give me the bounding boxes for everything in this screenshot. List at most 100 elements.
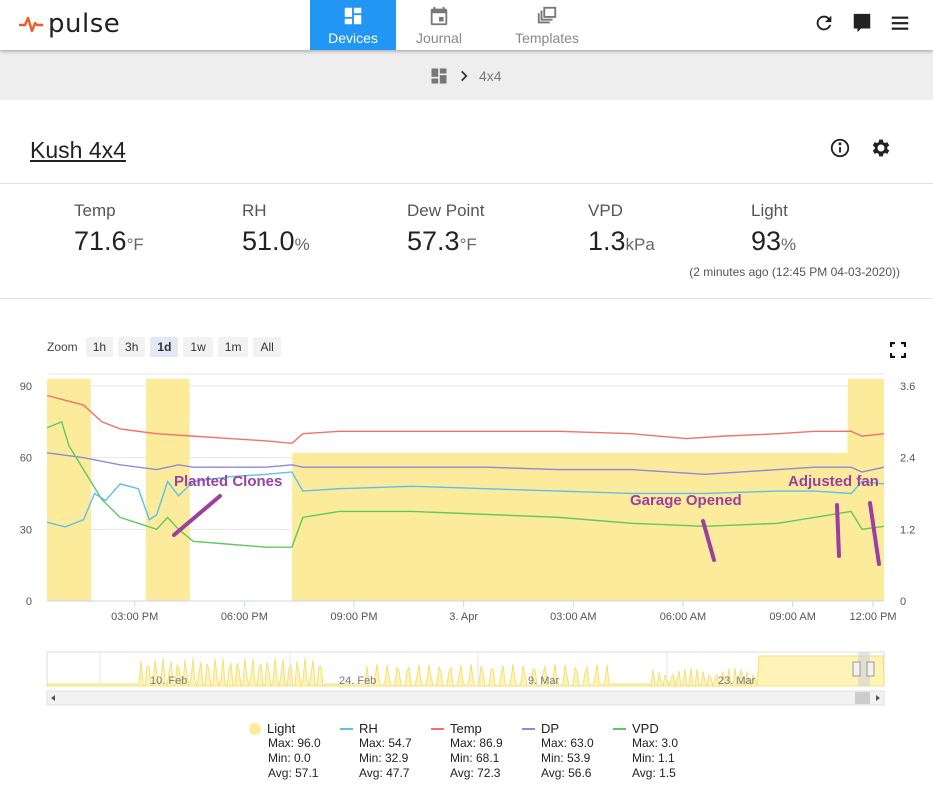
scrollbar-thumb[interactable] [855, 692, 870, 704]
top-actions [813, 12, 911, 34]
y-left-tick-label: 60 [20, 453, 32, 465]
navigator-tick-label: 10. Feb [150, 675, 187, 687]
legend-min: Min: 68.1 [450, 751, 500, 765]
gear-icon[interactable] [869, 136, 893, 160]
navigator-handle-right[interactable] [866, 661, 875, 677]
tab-templates-label: Templates [515, 30, 579, 46]
navigator-tick-label: 9. Mar [528, 675, 560, 687]
legend-marker [340, 727, 353, 730]
legend-item-dp[interactable]: DP Max: 63.0 Min: 53.9 Avg: 56.6 [522, 721, 594, 781]
legend-max: Max: 86.9 [450, 736, 503, 750]
zoom-selector: Zoom 1h 3h 1d 1w 1m All [47, 337, 281, 357]
dashboard-icon [344, 7, 362, 25]
legend-avg: Avg: 47.7 [359, 766, 410, 780]
scroll-left-arrow[interactable] [51, 695, 55, 701]
x-tick-label: 12:00 PM [849, 611, 896, 623]
legend-marker [431, 727, 444, 730]
info-icon[interactable] [829, 137, 851, 159]
stat-value: 1.3kPa [588, 226, 655, 256]
stat-temp: Temp 71.6°F [74, 201, 144, 257]
annotation-stroke [172, 494, 222, 537]
navigator-tick-label: 23. Mar [718, 675, 756, 687]
divider [0, 183, 933, 184]
fullscreen-icon[interactable] [890, 342, 906, 358]
dashboard-icon[interactable] [429, 66, 449, 86]
stat-light: Light 93% [751, 201, 796, 257]
zoom-all-button[interactable]: All [253, 337, 281, 357]
divider [0, 298, 933, 299]
x-tick-label: 06:00 AM [660, 611, 706, 623]
tab-devices[interactable]: Devices [310, 0, 396, 50]
tab-journal-label: Journal [416, 30, 462, 46]
legend-marker [613, 727, 626, 730]
legend-max: Max: 63.0 [541, 736, 594, 750]
zoom-label: Zoom [47, 340, 78, 354]
legend-min: Min: 53.9 [541, 751, 591, 765]
breadcrumb: 4x4 [429, 66, 502, 86]
device-card: Kush 4x4 Temp 71.6°F RH 51.0% Dew Point … [0, 100, 933, 810]
legend-avg: Avg: 1.5 [632, 766, 676, 780]
navigator-series [46, 655, 885, 688]
calendar-icon [430, 6, 448, 26]
annotation-label: Planted Clones [174, 473, 282, 490]
legend-marker [249, 722, 261, 735]
device-actions [829, 136, 893, 160]
y-right-tick-label: 0 [900, 596, 906, 608]
legend-min: Min: 32.9 [359, 751, 409, 765]
tab-devices-label: Devices [328, 30, 378, 46]
annotation-stroke [835, 503, 841, 558]
last-updated: (2 minutes ago (12:45 PM 04-03-2020)) [689, 265, 900, 279]
app-logo[interactable]: pulse [18, 9, 120, 39]
stat-label: VPD [588, 201, 623, 220]
annotation-stroke [701, 519, 716, 562]
series-light-area [47, 378, 884, 601]
legend-max: Max: 3.0 [632, 736, 679, 750]
x-tick-label: 09:00 PM [330, 611, 377, 623]
annotation-label: Adjusted fan [788, 473, 879, 490]
refresh-icon[interactable] [813, 12, 835, 34]
annotation-label: Garage Opened [630, 492, 742, 509]
zoom-1w-button[interactable]: 1w [183, 337, 213, 357]
chat-icon[interactable] [851, 12, 873, 34]
stat-label: RH [242, 201, 267, 220]
zoom-1d-button[interactable]: 1d [150, 337, 179, 357]
stat-value: 93% [751, 226, 797, 256]
scroll-right-arrow[interactable] [876, 695, 880, 701]
y-left-tick-label: 90 [20, 381, 32, 393]
templates-icon [537, 6, 557, 24]
menu-icon[interactable] [889, 12, 911, 34]
x-tick-label: 06:00 PM [221, 611, 268, 623]
annotation-stroke [868, 501, 881, 566]
stat-vpd: VPD 1.3kPa [588, 201, 655, 257]
y-left-tick-label: 30 [20, 524, 32, 536]
stat-rh: RH 51.0% [242, 201, 310, 257]
legend-marker [522, 727, 535, 730]
legend-item-light[interactable]: Light Max: 96.0 Min: 0.0 Avg: 57.1 [249, 721, 321, 781]
x-tick-label: 03:00 PM [111, 611, 158, 623]
legend-avg: Avg: 57.1 [268, 766, 319, 780]
zoom-1h-button[interactable]: 1h [85, 337, 114, 357]
stat-label: Temp [74, 201, 116, 220]
stat-value: 57.3°F [407, 226, 477, 256]
y-right-tick-label: 3.6 [900, 381, 915, 393]
y-right-tick-label: 2.4 [900, 453, 915, 465]
breadcrumb-bar: 4x4 [0, 50, 933, 100]
legend-max: Max: 96.0 [268, 736, 321, 750]
navigator-handle-left[interactable] [852, 661, 861, 677]
legend-item-vpd[interactable]: VPD Max: 3.0 Min: 1.1 Avg: 1.5 [613, 721, 679, 781]
stat-value: 71.6°F [74, 226, 144, 256]
tab-templates[interactable]: Templates [482, 0, 612, 50]
legend-item-rh[interactable]: RH Max: 54.7 Min: 32.9 Avg: 47.7 [340, 721, 412, 781]
sensor-chart[interactable]: 0 30 60 90 0 1.2 2.4 3.6 03:00 PM 06:00 PM 09:00 P… [0, 366, 933, 716]
legend-avg: Avg: 72.3 [450, 766, 501, 780]
zoom-1m-button[interactable]: 1m [217, 337, 249, 357]
device-title[interactable]: Kush 4x4 [30, 137, 126, 163]
navigator-tick-label: 24. Feb [339, 675, 376, 687]
tab-journal[interactable]: Journal [396, 0, 482, 50]
series-temp-line [46, 394, 885, 445]
scrollbar-track [46, 690, 885, 706]
zoom-3h-button[interactable]: 3h [118, 337, 146, 357]
legend-item-temp[interactable]: Temp Max: 86.9 Min: 68.1 Avg: 72.3 [431, 721, 503, 781]
top-app-bar: pulse Devices Journal Templates [0, 0, 933, 50]
stat-dew-point: Dew Point 57.3°F [407, 201, 484, 257]
